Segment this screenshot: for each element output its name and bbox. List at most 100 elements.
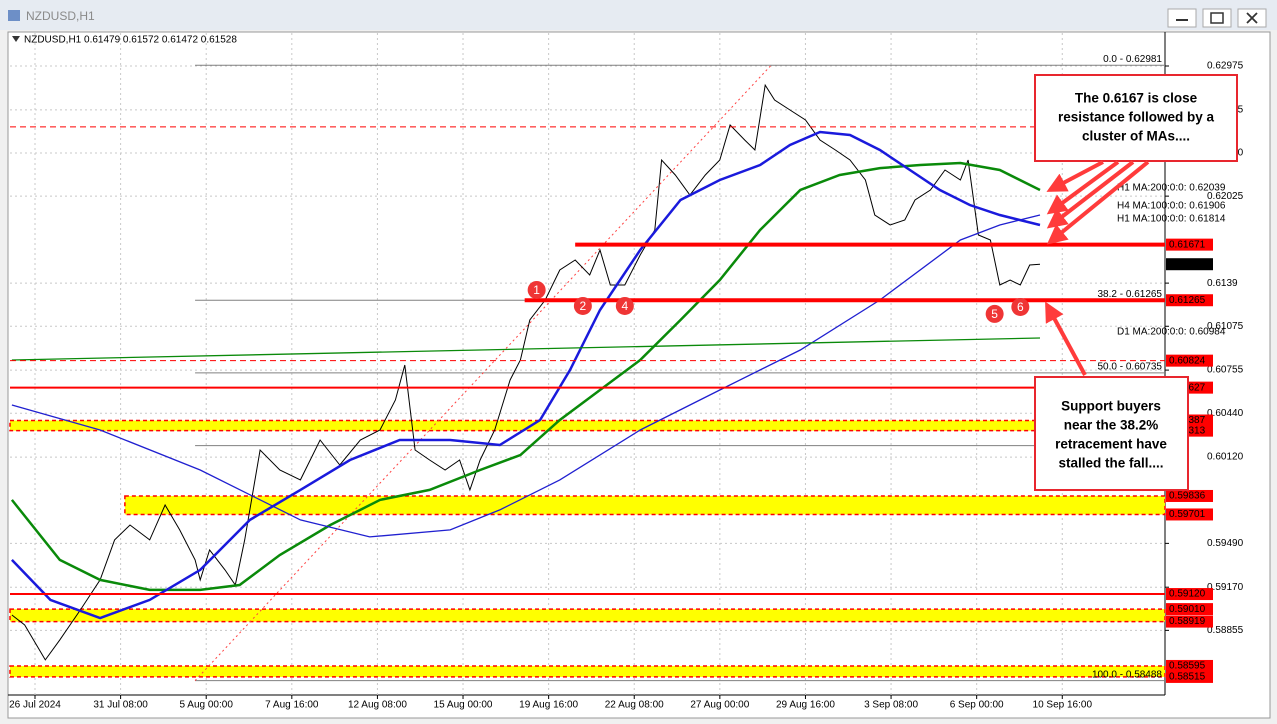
price-tag <box>1166 670 1213 683</box>
swing-marker-label: 2 <box>580 299 587 313</box>
window-icon <box>8 10 20 21</box>
moving-average <box>11 214 1041 538</box>
swing-marker <box>573 296 592 315</box>
ma-label: H1 MA:200:0:0: 0.62039 <box>1117 183 1226 194</box>
annotation-text: The 0.6167 is close <box>1075 91 1198 106</box>
annotation-2: Support buyers near the 38.2% retracemen… <box>1034 376 1189 491</box>
price-tag <box>1166 489 1213 502</box>
x-tick-label: 3 Sep 08:00 <box>864 700 918 711</box>
price-tag <box>1166 258 1213 271</box>
y-tick-label: 0.60440 <box>1207 408 1244 419</box>
price-tag-label: 0.59010 <box>1169 604 1206 615</box>
support-zone <box>124 495 1166 516</box>
y-tick-label: 0.59490 <box>1207 538 1244 549</box>
annotation-1: The 0.6167 is close resistance followed … <box>1034 74 1238 162</box>
arrow <box>1046 160 1135 229</box>
window-title: NZDUSD,H1 <box>26 9 95 23</box>
swing-marker-label: 6 <box>1017 300 1024 314</box>
price-tag-label: 0.61671 <box>1169 239 1206 250</box>
y-tick-label: 0.62025 <box>1207 191 1244 202</box>
symbol-info: NZDUSD,H1 0.61479 0.61572 0.61472 0.6152… <box>24 35 237 46</box>
y-tick-label: 0.6139 <box>1207 278 1238 289</box>
ma-label: H4 MA:100:0:0: 0.61906 <box>1117 201 1226 212</box>
price-tag <box>1166 508 1213 521</box>
ma-label: D1 MA:200:0:0: 0.60984 <box>1117 327 1226 338</box>
price-tag <box>1166 588 1213 601</box>
fib-label: 100.0 - 0.58488 <box>1092 669 1162 680</box>
price-tag <box>1166 354 1213 367</box>
y-tick-label: 0.62975 <box>1207 61 1244 72</box>
swing-marker-label: 1 <box>533 283 540 297</box>
price-tag-label: 0.60824 <box>1169 355 1206 366</box>
swing-marker <box>1011 297 1030 316</box>
annotation-text: Support buyers <box>1061 399 1161 414</box>
annotation-text: resistance followed by a <box>1058 110 1215 125</box>
y-tick-label: 0.59170 <box>1207 582 1244 593</box>
fib-label: 0.0 - 0.62981 <box>1103 54 1162 65</box>
x-tick-label: 29 Aug 16:00 <box>776 700 835 711</box>
annotation-text: retracement have <box>1055 437 1167 452</box>
price-tag-label: 0.59836 <box>1169 491 1206 502</box>
moving-average <box>10 161 1041 592</box>
price-tag-label: 0.59120 <box>1169 589 1206 600</box>
fib-label: 50.0 - 0.60735 <box>1098 361 1163 372</box>
support-zone <box>9 419 1166 432</box>
moving-average <box>11 337 1041 361</box>
swing-marker-label: 4 <box>621 299 628 313</box>
price-tag <box>1166 294 1213 307</box>
price-tag <box>1166 659 1213 672</box>
swing-marker-label: 5 <box>991 307 998 321</box>
price-tag <box>1166 238 1213 251</box>
maximize-icon <box>1210 12 1224 24</box>
x-tick-label: 19 Aug 16:00 <box>519 700 578 711</box>
maximize-button[interactable] <box>1202 8 1232 28</box>
x-tick-label: 6 Sep 00:00 <box>950 700 1004 711</box>
moving-average <box>10 130 1041 620</box>
price-tag-label: 0.61265 <box>1169 295 1206 306</box>
minimize-button[interactable] <box>1167 8 1197 28</box>
arrow <box>1045 301 1087 376</box>
price-tag-label: 0.58595 <box>1169 661 1206 672</box>
x-tick-label: 31 Jul 08:00 <box>93 700 148 711</box>
support-zone <box>9 665 1166 678</box>
x-tick-label: 5 Aug 00:00 <box>180 700 234 711</box>
fib-label: 38.2 - 0.61265 <box>1098 289 1163 300</box>
price-tag <box>1166 603 1213 616</box>
annotation-box <box>1034 74 1238 162</box>
y-tick-label: 0.61075 <box>1207 321 1244 332</box>
x-tick-label: 27 Aug 00:00 <box>690 700 749 711</box>
plot: 0.629750.626550.623400.620250.61390.6107… <box>9 33 1244 711</box>
x-tick-label: 7 Aug 16:00 <box>265 700 319 711</box>
arrow <box>1046 160 1150 245</box>
annotation-text: stalled the fall.... <box>1058 456 1163 471</box>
x-tick-label: 22 Aug 08:00 <box>605 700 664 711</box>
ma-label: H1 MA:100:0:0: 0.61814 <box>1117 214 1226 225</box>
title-bar <box>0 0 1277 30</box>
y-tick-label: 0.60120 <box>1207 452 1244 463</box>
price-tag-label: 0.61528 <box>1169 259 1206 270</box>
x-tick-label: 15 Aug 00:00 <box>434 700 493 711</box>
price-tag-label: 0.58919 <box>1169 616 1206 627</box>
price-tag-label: 0.58515 <box>1169 672 1206 683</box>
annotation-text: near the 38.2% <box>1064 418 1159 433</box>
x-tick-label: 10 Sep 16:00 <box>1033 700 1093 711</box>
annotation-arrows <box>1045 160 1150 376</box>
y-tick-label: 0.60755 <box>1207 365 1244 376</box>
swing-marker <box>615 296 634 315</box>
close-icon <box>1246 12 1258 24</box>
arrow <box>1046 160 1104 192</box>
annotation-box <box>1034 376 1189 491</box>
x-tick-label: 12 Aug 08:00 <box>348 700 407 711</box>
info-icon <box>12 36 20 42</box>
swing-marker <box>985 304 1004 323</box>
y-tick-label: 0.58855 <box>1207 625 1244 636</box>
arrow <box>1046 160 1120 215</box>
price-tag-label: 0.59701 <box>1169 509 1206 520</box>
support-zone <box>9 608 1166 623</box>
annotation-text: cluster of MAs.... <box>1082 129 1190 144</box>
x-tick-label: 26 Jul 2024 <box>9 700 61 711</box>
swing-marker <box>527 280 546 299</box>
price-tag <box>1166 615 1213 628</box>
